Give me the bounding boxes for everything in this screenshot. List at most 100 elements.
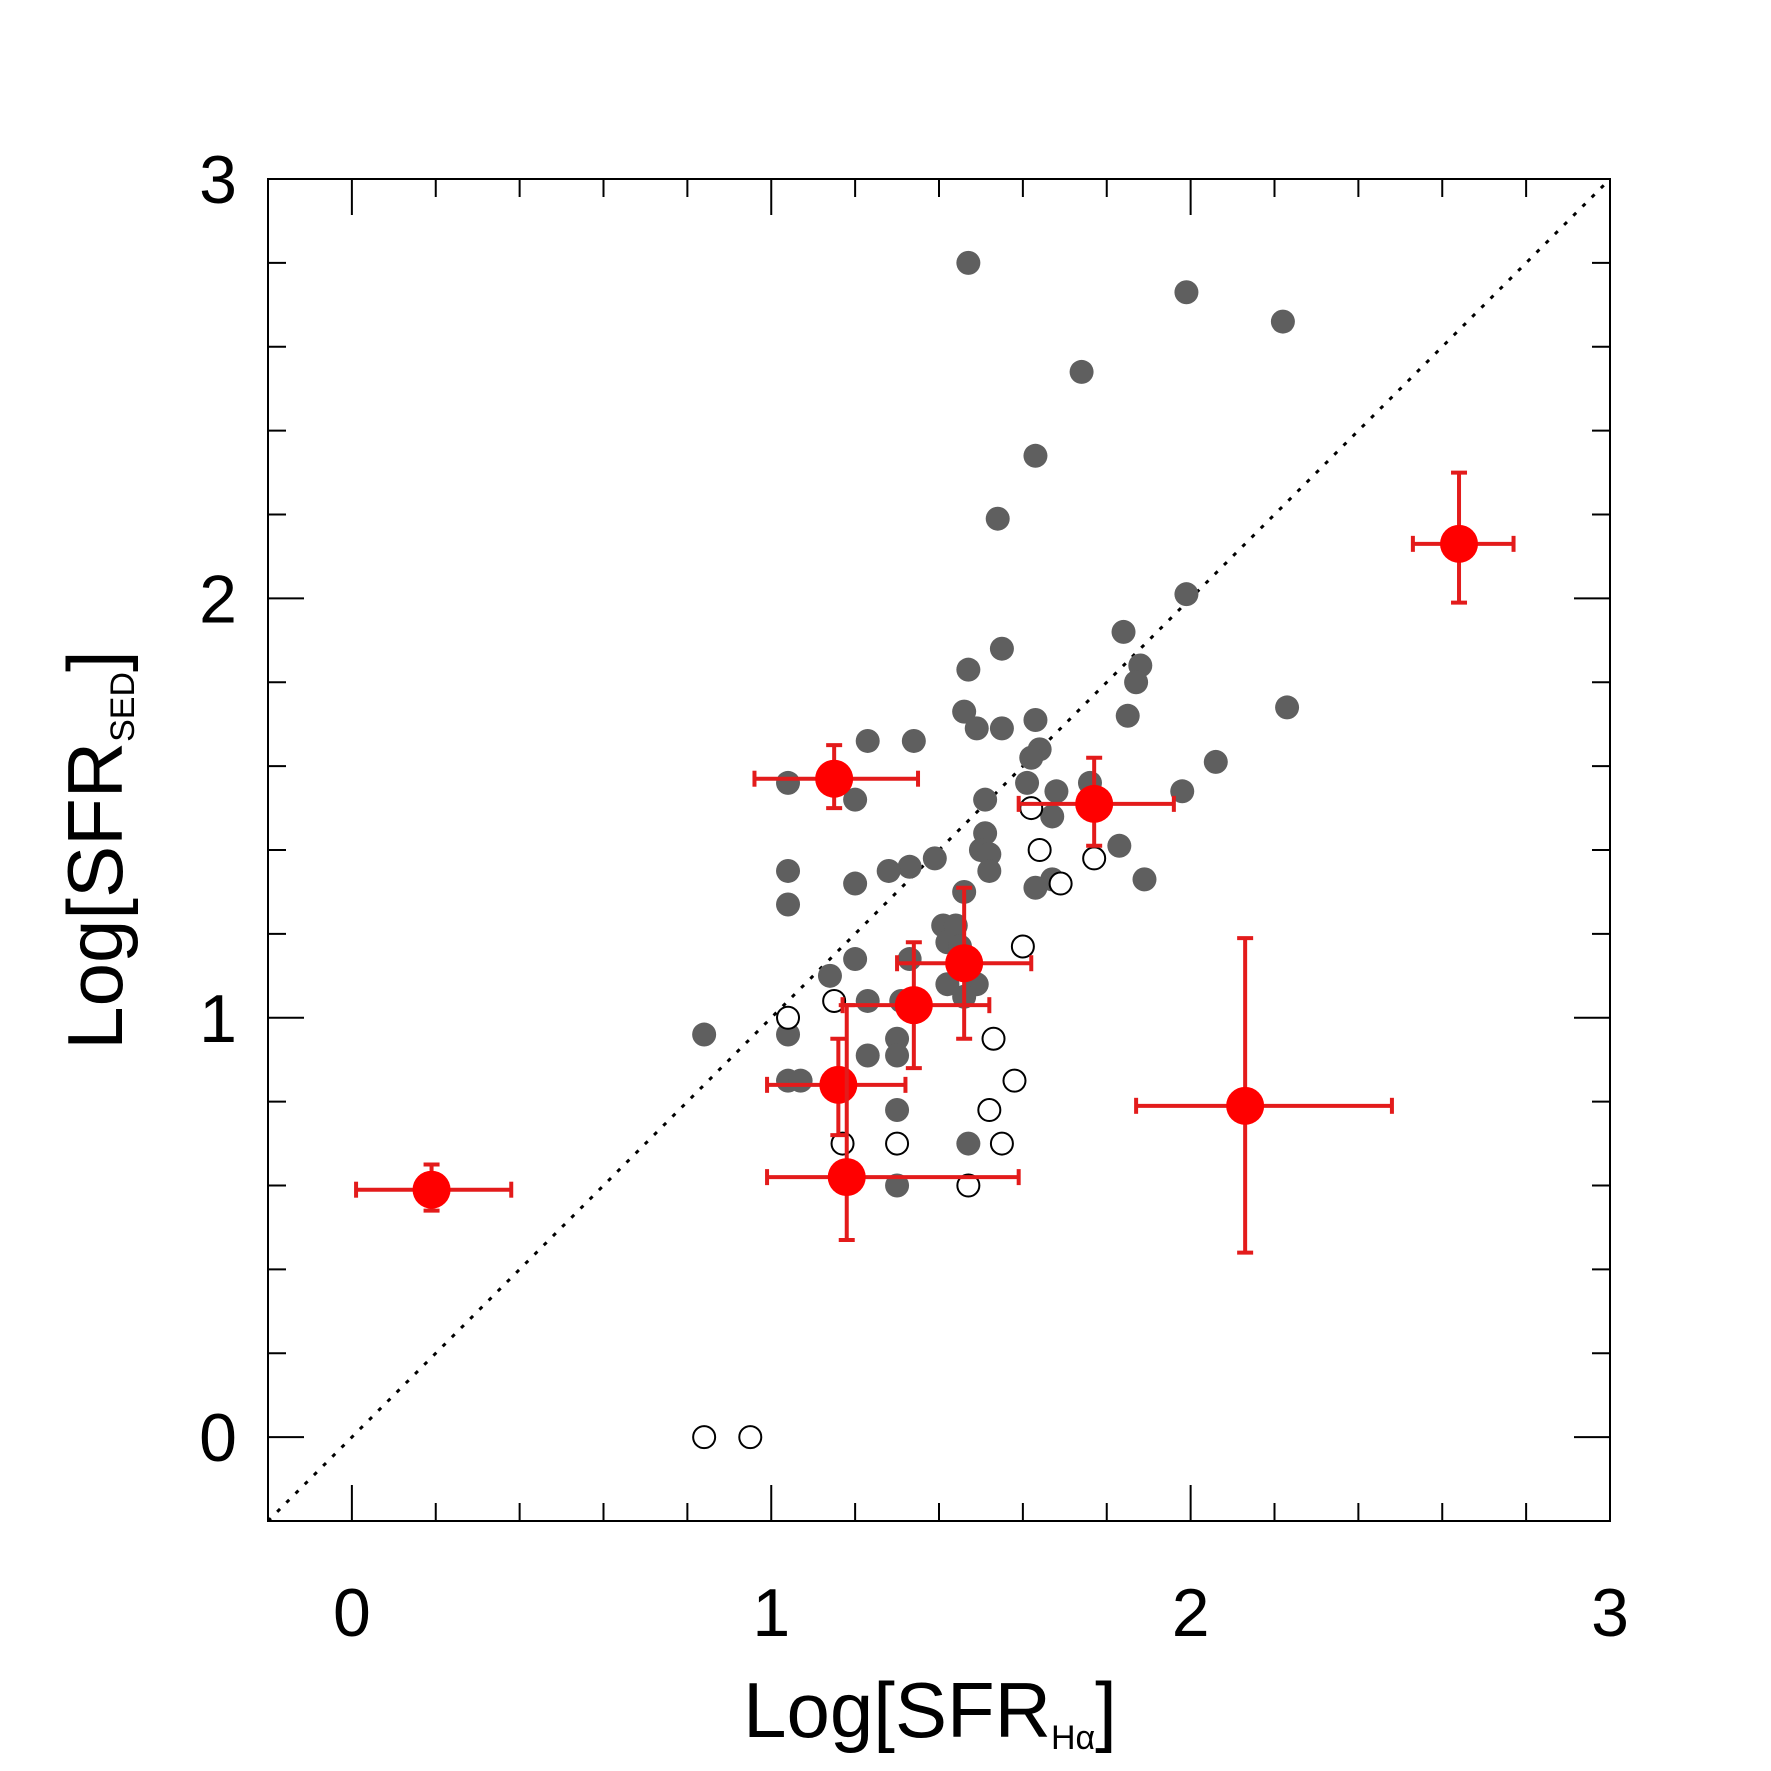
red-point-group — [354, 1162, 514, 1213]
red-point-group — [765, 1003, 1021, 1243]
red-point — [819, 1065, 858, 1104]
gray-point — [897, 947, 922, 972]
gray-point — [776, 770, 801, 795]
open-point — [956, 1173, 981, 1198]
red-point-group — [1016, 755, 1176, 848]
gray-point — [952, 699, 977, 724]
gray-point — [885, 1173, 910, 1198]
y-axis-title-close: ] — [51, 650, 139, 672]
gray-point — [843, 871, 868, 896]
gray-point — [1019, 745, 1044, 770]
x-tick-label: 0 — [333, 1575, 371, 1651]
open-point — [885, 1131, 910, 1156]
series-filled-gray — [692, 250, 1300, 1198]
gray-point — [989, 716, 1014, 741]
open-point — [776, 1005, 801, 1030]
gray-point — [956, 250, 981, 275]
axis-ticks — [267, 178, 1611, 1522]
x-tick-label: 2 — [1172, 1575, 1210, 1651]
open-point — [692, 1425, 717, 1450]
x-axis-title: Log[SFRHα] — [743, 1666, 1117, 1757]
gray-point — [901, 728, 926, 753]
gray-point — [692, 1022, 717, 1047]
open-point — [977, 1098, 1002, 1123]
gray-point — [788, 1068, 813, 1093]
gray-point — [956, 657, 981, 682]
gray-point — [885, 1026, 910, 1051]
gray-point — [922, 846, 947, 871]
red-point — [815, 759, 854, 798]
gray-point — [977, 842, 1002, 867]
open-point — [981, 1026, 1006, 1051]
gray-point — [885, 1043, 910, 1068]
gray-point — [1174, 582, 1199, 607]
gray-point — [1115, 703, 1140, 728]
red-point — [1226, 1086, 1265, 1125]
y-tick-label: 3 — [199, 142, 237, 218]
red-point — [894, 986, 933, 1025]
red-point — [1440, 524, 1479, 563]
red-point-group — [752, 743, 921, 811]
x-tick-label: 3 — [1591, 1575, 1629, 1651]
gray-point — [1023, 443, 1048, 468]
gray-point — [1124, 670, 1149, 695]
gray-point — [776, 1022, 801, 1047]
open-point — [989, 1131, 1014, 1156]
gray-point — [885, 1098, 910, 1123]
red-point — [1075, 784, 1114, 823]
gray-point — [776, 892, 801, 917]
red-point-group — [1410, 470, 1516, 605]
x-axis-title-sub: Hα — [1051, 1719, 1095, 1757]
gray-point — [843, 947, 868, 972]
gray-point — [1069, 359, 1094, 384]
y-tick-label: 1 — [199, 981, 237, 1057]
gray-point — [956, 1131, 981, 1156]
red-point — [945, 944, 984, 983]
gray-point — [1270, 309, 1295, 334]
open-point — [1002, 1068, 1027, 1093]
gray-point — [1015, 770, 1040, 795]
y-axis-title-sub: SED — [104, 672, 142, 742]
x-tick-label: 1 — [752, 1575, 790, 1651]
open-point — [1010, 934, 1035, 959]
red-point — [827, 1158, 866, 1197]
gray-point — [855, 728, 880, 753]
gray-point — [1174, 280, 1199, 305]
gray-point — [1111, 619, 1136, 644]
series-red-errorbar — [354, 470, 1516, 1255]
tick-labels: 0 1 2 3 0 1 2 3 — [199, 142, 1629, 1651]
red-point-group — [1134, 936, 1394, 1255]
open-point — [1027, 838, 1052, 862]
open-point — [1082, 846, 1107, 871]
gray-point — [1044, 779, 1069, 804]
gray-point — [964, 716, 989, 741]
y-axis-title-main: Log[SFR — [51, 742, 139, 1050]
gray-point — [989, 636, 1014, 661]
x-axis-title-close: ] — [1095, 1666, 1117, 1754]
gray-point — [1107, 833, 1132, 858]
gray-point — [1023, 707, 1048, 732]
gray-point — [855, 1043, 880, 1068]
gray-point — [1023, 875, 1048, 900]
gray-point — [1040, 804, 1065, 829]
gray-point — [855, 988, 880, 1013]
red-point-group — [840, 940, 992, 1071]
open-point — [1048, 871, 1073, 896]
x-axis-title-main: Log[SFR — [743, 1666, 1051, 1754]
red-point-group — [895, 885, 1034, 1041]
gray-point — [843, 787, 868, 812]
y-tick-label: 0 — [199, 1400, 237, 1476]
gray-point — [977, 858, 1002, 883]
gray-point — [1170, 779, 1195, 804]
gray-point — [973, 787, 998, 812]
gray-point — [817, 963, 842, 988]
gray-point — [876, 858, 901, 883]
open-point — [738, 1425, 763, 1450]
red-point — [412, 1170, 451, 1209]
gray-point — [776, 858, 801, 883]
gray-point — [1275, 695, 1300, 720]
y-tick-label: 2 — [199, 561, 237, 637]
gray-point — [1203, 749, 1228, 774]
gray-point — [897, 854, 922, 879]
